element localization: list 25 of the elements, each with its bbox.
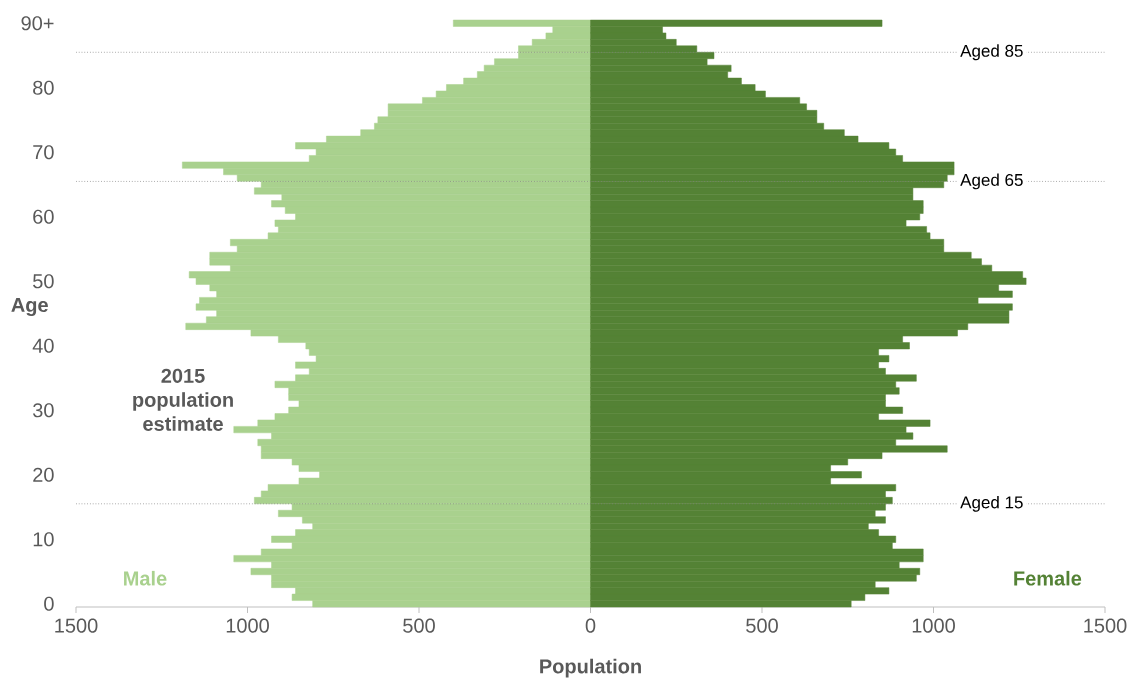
x-tick-label: 1000 [226, 618, 269, 633]
y-tick-label: 30 [33, 403, 54, 418]
text: Male [124, 570, 167, 586]
y-tick-label: 60 [33, 209, 54, 224]
text: Female [1014, 570, 1082, 586]
x-tick-label: 0 [585, 618, 596, 633]
y-tick-label: 50 [33, 274, 54, 289]
x-tick-label: 1500 [55, 618, 98, 633]
y-axis-title: Age [11, 298, 48, 317]
annotation: Aged 15 [960, 495, 1023, 512]
annotation: Aged 65 [960, 173, 1023, 190]
y-tick-label: 40 [32, 338, 54, 353]
y-tick-label: 10 [33, 532, 54, 547]
x-tick-label: 1000 [912, 618, 955, 633]
y-tick-label: 90+ [21, 16, 54, 31]
x-tick-label: 1500 [1084, 618, 1127, 633]
x-axis-title: Population [540, 658, 641, 678]
y-tick-label: 80 [33, 80, 54, 95]
x-tick-label: 500 [403, 618, 435, 633]
y-tick-label: 20 [33, 467, 54, 482]
annotation: Aged 85 [960, 44, 1023, 61]
y-tick-label: 70 [33, 145, 54, 160]
annotation: 2015 population estimate [133, 368, 233, 431]
y-tick-label: 0 [44, 596, 54, 611]
x-tick-label: 500 [746, 618, 778, 633]
